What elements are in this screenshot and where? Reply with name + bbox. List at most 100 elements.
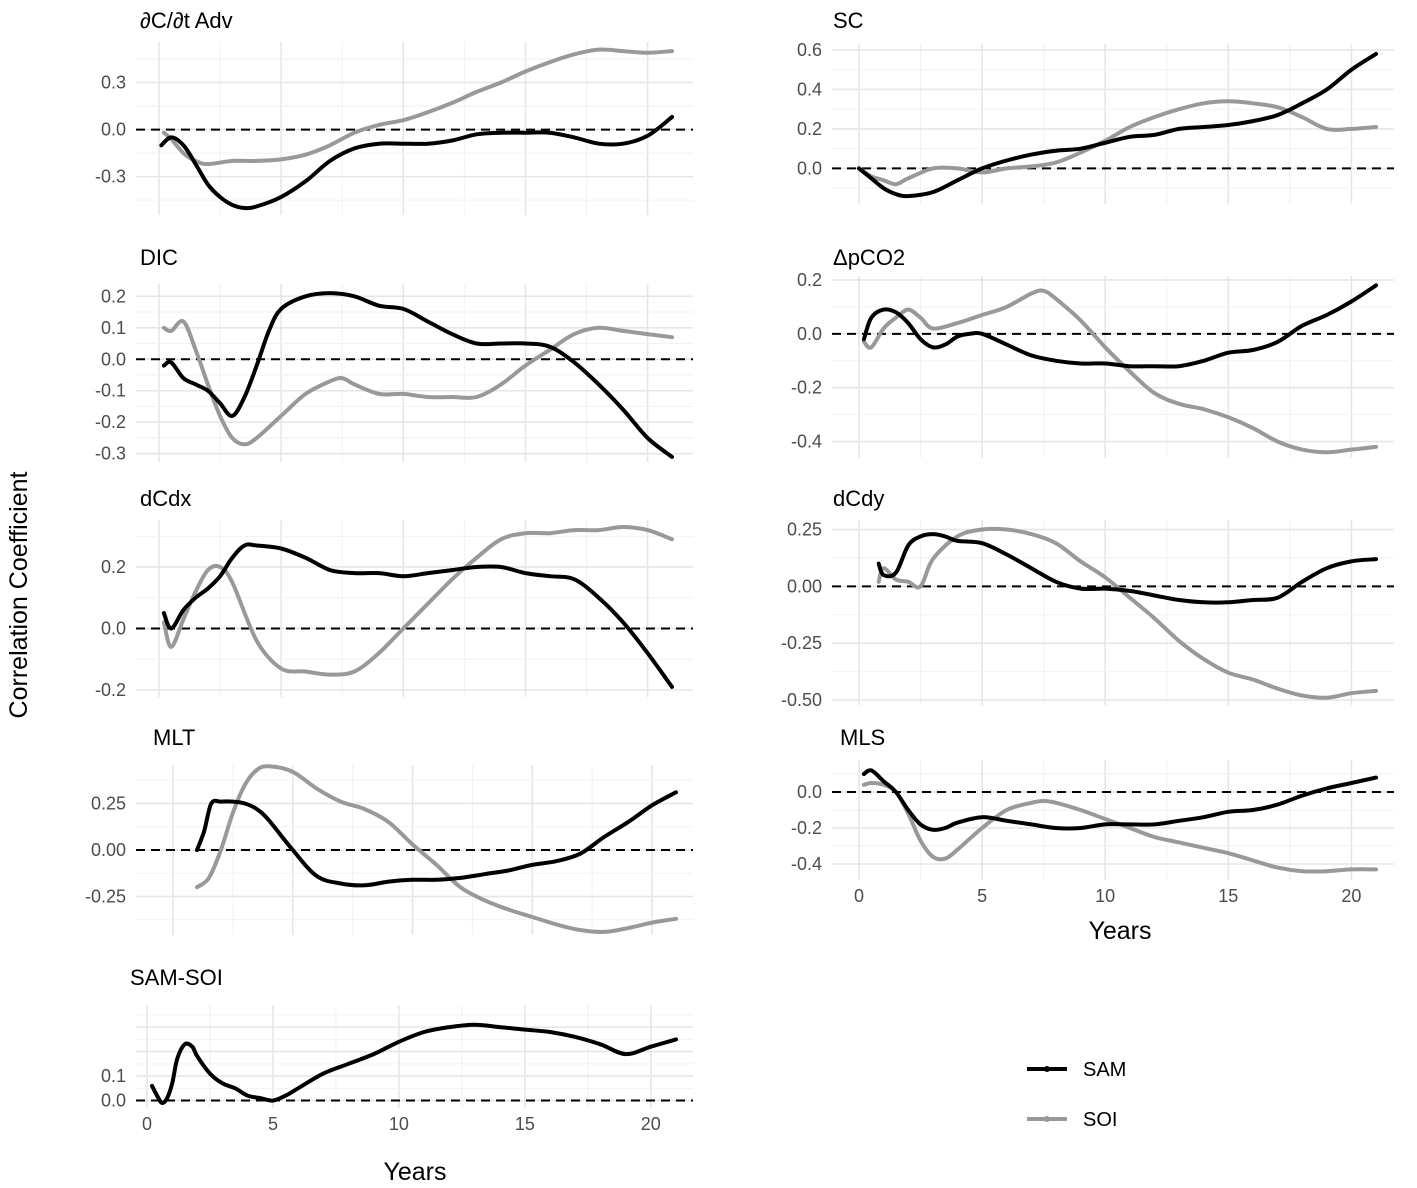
data-point-soi — [877, 580, 881, 584]
data-point-soi — [955, 166, 960, 171]
panel-title: dCdy — [833, 486, 884, 511]
data-point-soi — [1226, 99, 1230, 103]
data-point-sam — [1177, 819, 1181, 823]
data-point-sam — [220, 1081, 225, 1086]
data-point-sam — [955, 539, 960, 543]
data-point-sam — [523, 131, 528, 135]
x-tick-label: 15 — [1218, 886, 1238, 906]
y-tick-label: 0.2 — [797, 270, 822, 290]
data-point-sam — [426, 571, 430, 575]
data-point-sam — [1226, 810, 1230, 814]
data-point-sam — [169, 135, 173, 140]
data-point-soi — [943, 857, 947, 861]
data-point-soi — [955, 321, 960, 325]
data-point-soi — [328, 673, 332, 677]
data-point-soi — [181, 151, 186, 155]
y-tick-label: 0.0 — [101, 618, 126, 638]
data-point-sam — [499, 341, 503, 346]
data-point-soi — [906, 176, 910, 180]
data-point-sam — [1152, 822, 1157, 827]
data-point-sam — [1251, 598, 1255, 602]
data-point-sam — [1054, 359, 1058, 363]
panel-dcdx: dCdx -0.2 0.0 0.2 — [95, 486, 693, 700]
data-point-soi — [597, 528, 601, 532]
data-point-soi — [1374, 125, 1378, 129]
data-point-sam — [980, 541, 984, 545]
y-tick-label: -0.3 — [95, 167, 126, 187]
data-point-soi — [869, 345, 873, 349]
data-point-sam — [1202, 125, 1206, 129]
y-tick-label: 0.6 — [797, 40, 822, 60]
data-point-sam — [1325, 87, 1329, 92]
data-point-soi — [906, 580, 910, 584]
data-point-soi — [955, 848, 960, 852]
data-point-sam — [190, 1045, 194, 1049]
data-point-sam — [1177, 598, 1181, 602]
data-point-soi — [242, 442, 247, 446]
data-point-soi — [474, 90, 479, 94]
data-point-soi — [1202, 657, 1206, 661]
data-point-soi — [1042, 289, 1046, 293]
data-point-soi — [1300, 693, 1304, 698]
data-point-soi — [352, 382, 357, 387]
data-point-sam — [918, 337, 923, 341]
data-point-soi — [1054, 541, 1058, 545]
data-point-sam — [321, 1072, 325, 1076]
data-point-soi — [980, 313, 984, 317]
data-point-soi — [1325, 450, 1329, 454]
data-point-sam — [181, 376, 186, 380]
data-point-soi — [458, 885, 463, 889]
panel-dcdy: dCdy -0.50 -0.25 0.00 0.25 — [781, 486, 1394, 710]
x-tick-label: 15 — [515, 1114, 535, 1134]
data-point-soi — [645, 332, 650, 336]
data-point-sam — [918, 822, 923, 827]
series-line-sam — [876, 532, 1378, 605]
data-point-soi — [523, 363, 528, 368]
data-point-sam — [279, 546, 283, 551]
data-point-soi — [194, 348, 198, 352]
panel-title: ΔpCO2 — [833, 245, 905, 270]
panel-dic: DIC -0.3 -0.2 -0.1 0.0 0.1 0.2 — [95, 245, 693, 464]
panel-title: SC — [833, 8, 864, 33]
data-point-soi — [1325, 696, 1329, 700]
data-point-soi — [1005, 166, 1009, 171]
data-point-soi — [578, 928, 582, 932]
y-tick-label: 0.25 — [787, 520, 822, 540]
data-point-soi — [1152, 835, 1157, 839]
data-point-sam — [1202, 359, 1206, 363]
data-point-soi — [401, 118, 405, 122]
data-point-soi — [426, 110, 430, 114]
y-tick-label: 0.0 — [101, 120, 126, 140]
data-point-sam — [955, 178, 960, 182]
data-point-soi — [1275, 687, 1280, 691]
data-point-soi — [1349, 867, 1353, 872]
data-point-sam — [372, 1052, 376, 1056]
y-tick-label: 0.1 — [101, 318, 126, 338]
data-point-sam — [162, 363, 166, 368]
data-point-soi — [230, 580, 234, 584]
data-point-sam — [1029, 822, 1033, 827]
data-point-soi — [602, 930, 606, 934]
data-point-sam — [315, 874, 319, 878]
data-point-soi — [670, 335, 674, 339]
y-tick-label: 0.2 — [101, 286, 126, 306]
data-point-soi — [572, 528, 576, 532]
data-point-sam — [291, 848, 295, 852]
data-point-soi — [670, 537, 674, 541]
data-point-sam — [1152, 133, 1157, 137]
data-point-sam — [578, 852, 582, 856]
data-point-sam — [1029, 153, 1033, 157]
data-point-sam — [670, 455, 674, 459]
data-point-soi — [303, 669, 308, 674]
y-tick-label: 0.0 — [797, 158, 822, 178]
data-point-sam — [363, 883, 367, 887]
series-line-sam — [159, 115, 674, 211]
data-point-soi — [626, 926, 630, 930]
panel-title: DIC — [140, 245, 178, 270]
y-tick-label: -0.4 — [791, 854, 822, 874]
data-point-sam — [980, 815, 984, 819]
data-point-soi — [918, 584, 923, 588]
y-tick-label: -0.2 — [95, 412, 126, 432]
data-point-sam — [1128, 135, 1132, 139]
data-point-soi — [255, 436, 259, 440]
